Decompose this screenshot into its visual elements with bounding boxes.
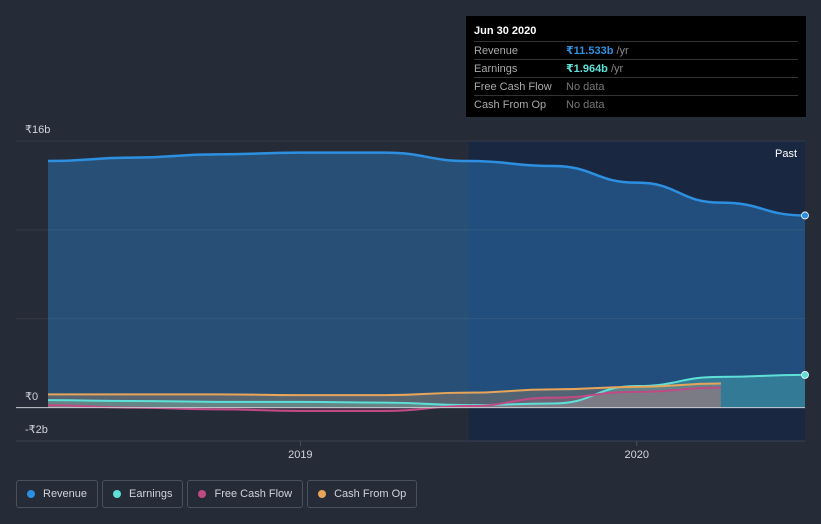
area-earnings <box>48 374 805 408</box>
y-tick-label: ₹16b <box>25 124 50 136</box>
line-earnings <box>47 373 806 407</box>
tooltip-value: ₹1.964b <box>566 63 608 75</box>
tooltip-label: Cash From Op <box>474 98 547 111</box>
legend-label: Revenue <box>43 488 88 500</box>
tooltip-value: ₹11.533b <box>566 45 614 57</box>
legend-label: Cash From Op <box>334 488 407 500</box>
legend-dot-icon <box>198 490 207 498</box>
tooltip-row-cash-from-op: Cash From Op No data <box>474 95 798 113</box>
line-cash-from-op <box>48 382 721 397</box>
legend-label: Earnings <box>129 488 173 500</box>
legend-dot-icon <box>27 490 35 498</box>
x-tick-labels: 2019 2020 <box>288 441 649 461</box>
tooltip-unit: /yr <box>613 45 629 57</box>
legend-item-earnings[interactable]: Earnings <box>102 480 184 508</box>
series-endpoints <box>801 211 809 379</box>
y-tick-label: ₹0 <box>25 391 38 403</box>
tooltip-label: Earnings <box>474 62 518 75</box>
x-tick-label: 2020 <box>625 449 649 461</box>
x-tick-label: 2019 <box>288 449 312 461</box>
legend-item-free-cash-flow[interactable]: Free Cash Flow <box>187 480 304 508</box>
tooltip-label: Revenue <box>474 44 519 57</box>
legend: Revenue Earnings Free Cash Flow Cash Fro… <box>16 480 421 508</box>
past-label: Past <box>775 148 797 160</box>
area-free-cash-flow <box>48 387 721 411</box>
tooltip-value: No data <box>566 98 605 111</box>
legend-dot-icon <box>318 490 327 498</box>
tooltip-unit: /yr <box>607 63 624 75</box>
legend-label: Free Cash Flow <box>214 488 293 500</box>
tooltip-label: Free Cash Flow <box>474 80 552 93</box>
y-tick-label: -₹2b <box>25 424 48 436</box>
tooltip-value: No data <box>566 80 605 93</box>
tooltip: Jun 30 2020 Revenue ₹11.533b /yr Earning… <box>466 16 806 117</box>
tooltip-row-free-cash-flow: Free Cash Flow No data <box>474 77 798 95</box>
tooltip-row-earnings: Earnings ₹1.964b /yr <box>474 59 798 77</box>
legend-dot-icon <box>113 490 122 498</box>
y-tick-labels: ₹16b ₹0 -₹2b <box>25 124 50 436</box>
tooltip-date: Jun 30 2020 <box>474 25 537 37</box>
line-revenue <box>47 151 806 217</box>
area-revenue <box>48 152 805 408</box>
endpoint-earnings <box>801 371 809 379</box>
tooltip-row-revenue: Revenue ₹11.533b /yr <box>474 41 798 59</box>
legend-item-revenue[interactable]: Revenue <box>16 480 99 508</box>
legend-item-cash-from-op[interactable]: Cash From Op <box>307 480 418 508</box>
endpoint-revenue <box>801 211 809 220</box>
gridlines <box>16 140 805 442</box>
